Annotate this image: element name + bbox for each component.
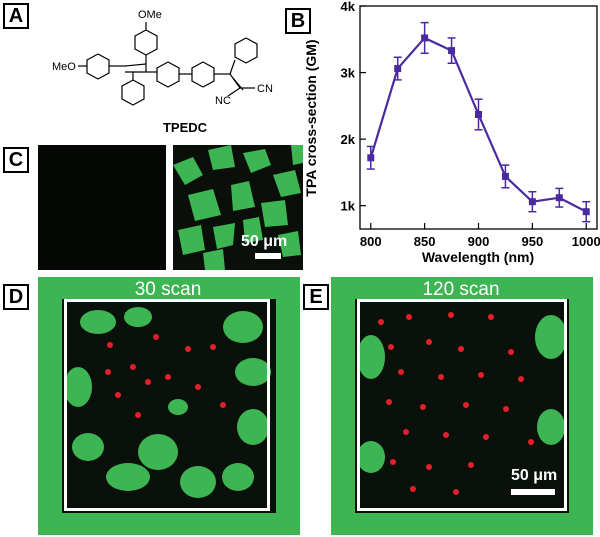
- panel-d-overlay-label: 30 scan: [134, 279, 202, 300]
- y-tick-label: 1k: [341, 199, 356, 214]
- panel-e-image: 120 scan 50 μm: [331, 277, 593, 535]
- green-cell-scatter: [173, 145, 303, 270]
- panel-d-scan-box: [64, 299, 270, 511]
- data-point: [475, 111, 482, 119]
- cn-label: CN: [257, 83, 273, 95]
- panel-d-cells: [38, 277, 300, 535]
- panel-c-dark-image: [38, 145, 166, 270]
- panel-d-label: D: [3, 284, 29, 310]
- x-tick-label: 800: [360, 234, 382, 249]
- data-point: [448, 47, 456, 55]
- data-point: [421, 34, 429, 42]
- x-axis-label: Wavelength (nm): [422, 249, 534, 265]
- panel-e-cells: [331, 277, 593, 535]
- panel-e-scan-box: [357, 299, 567, 511]
- x-tick-label: 950: [522, 234, 544, 249]
- ome-top-label: OMe: [138, 9, 162, 21]
- panel-d-image: 30 scan: [38, 277, 300, 535]
- nc-label: NC: [215, 95, 231, 107]
- data-point: [501, 172, 509, 180]
- panel-a-label: A: [3, 3, 29, 29]
- panel-c-label: C: [3, 147, 29, 173]
- data-point: [555, 194, 563, 202]
- y-tick-label: 2k: [341, 132, 356, 147]
- panel-b-label: B: [285, 8, 311, 34]
- data-point: [528, 198, 536, 206]
- tpedc-structure: OMe MeO NC CN TPEDC: [52, 9, 273, 135]
- x-tick-label: 900: [468, 234, 490, 249]
- panel-e-overlay-label: 120 scan: [422, 279, 500, 300]
- panel-e-scale-text: 50 μm: [511, 467, 558, 484]
- x-tick-label: 850: [414, 234, 436, 249]
- compound-name: TPEDC: [163, 120, 208, 135]
- panel-c-green-image: 50 μm: [173, 145, 303, 270]
- y-tick-label: 3k: [341, 66, 356, 81]
- panel-c-scale-text: 50 μm: [241, 233, 288, 250]
- data-point: [582, 208, 590, 216]
- meo-left-label: MeO: [52, 61, 76, 73]
- panel-e-scale-bar: [511, 489, 555, 495]
- y-tick-label: 4k: [341, 0, 356, 14]
- panel-c-scale-bar: [255, 253, 281, 259]
- tpa-chart: 800 850 900 950 1000 1k 2k 3k 4k Wavelength (nm)…: [303, 0, 600, 265]
- y-axis-label: TPA cross-section (GM): [303, 39, 319, 196]
- data-point: [367, 154, 375, 162]
- data-point: [394, 65, 402, 73]
- x-tick-label: 1000: [572, 234, 600, 249]
- panel-e-label: E: [303, 284, 329, 310]
